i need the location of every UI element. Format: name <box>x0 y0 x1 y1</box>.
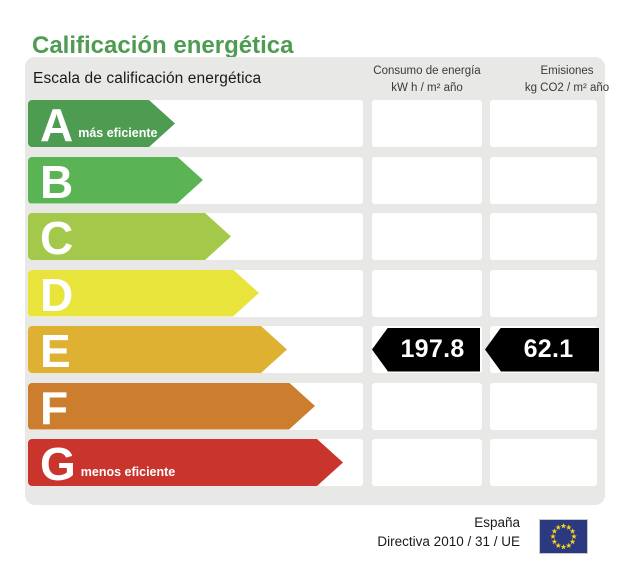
rating-arrow: D <box>28 270 259 317</box>
rating-scale-strip: B <box>28 156 363 204</box>
rating-scale-strip: C <box>28 213 363 260</box>
emissions-value: 62.1 <box>523 335 574 363</box>
scale-header: Escala de calificación energética <box>33 70 262 87</box>
rating-letter: G <box>40 438 76 490</box>
rating-arrow: G menos eficiente <box>28 439 343 486</box>
rating-letter: C <box>40 212 74 264</box>
page-title: Calificación energética <box>32 32 294 60</box>
rating-row: D <box>25 269 605 317</box>
rating-note: menos eficiente <box>80 465 176 479</box>
consumption-value-arrow: 197.8 <box>372 327 480 372</box>
consumption-cell: 197.8 <box>372 326 482 373</box>
consumption-cell <box>372 213 482 260</box>
consumption-value: 197.8 <box>400 335 465 363</box>
consumption-cell <box>372 156 482 204</box>
scale-rows: A más eficiente B C <box>25 100 605 486</box>
energy-rating-panel: Escala de calificación energética Consum… <box>25 57 609 505</box>
emissions-column-header: Emisiones kg CO2 / m² año <box>505 63 629 97</box>
rating-note: más eficiente <box>78 126 158 140</box>
rating-row: B <box>25 156 605 204</box>
emissions-value-arrow: 62.1 <box>485 327 599 372</box>
emissions-cell <box>490 439 597 486</box>
emissions-column-header-line1: Emisiones <box>540 65 594 77</box>
footer-text: España Directiva 2010 / 31 / UE <box>377 513 520 551</box>
rating-row: A más eficiente <box>25 100 605 147</box>
directive-label: Directiva 2010 / 31 / UE <box>377 534 520 549</box>
rating-letter: F <box>40 381 69 434</box>
emissions-cell <box>490 100 597 147</box>
rating-scale-strip: E <box>28 326 363 373</box>
consumption-column-header: Consumo de energía kW h / m² año <box>365 63 489 97</box>
emissions-column-header-line2: kg CO2 / m² año <box>524 82 610 94</box>
emissions-cell <box>490 213 597 260</box>
rating-letter: B <box>40 155 74 208</box>
emissions-cell <box>490 269 597 317</box>
rating-arrow: F <box>28 383 315 430</box>
rating-scale-strip: A más eficiente <box>28 100 363 147</box>
consumption-cell <box>372 382 482 430</box>
consumption-column-header-line1: Consumo de energía <box>373 65 481 77</box>
rating-scale-strip: F <box>28 382 363 430</box>
rating-arrow: C <box>28 213 231 260</box>
rating-arrow: A más eficiente <box>28 100 175 147</box>
emissions-cell: 62.1 <box>485 326 599 373</box>
consumption-cell <box>372 100 482 147</box>
rating-letter: E <box>40 325 71 377</box>
rating-letter: A <box>40 99 74 151</box>
emissions-cell <box>490 382 597 430</box>
rating-arrow: B <box>28 157 203 204</box>
rating-scale-strip: D <box>28 269 363 317</box>
rating-scale-strip: G menos eficiente <box>28 439 363 486</box>
country-label: España <box>474 515 520 530</box>
rating-row: E 197.8 62.1 <box>25 326 605 373</box>
eu-flag-icon <box>539 519 588 554</box>
consumption-column-header-line2: kW h / m² año <box>391 82 463 94</box>
rating-row: C <box>25 213 605 260</box>
consumption-cell <box>372 439 482 486</box>
rating-row: F <box>25 382 605 430</box>
rating-arrow: E <box>28 326 287 373</box>
consumption-cell <box>372 269 482 317</box>
rating-row: G menos eficiente <box>25 439 605 486</box>
rating-letter: D <box>40 268 74 321</box>
emissions-cell <box>490 156 597 204</box>
